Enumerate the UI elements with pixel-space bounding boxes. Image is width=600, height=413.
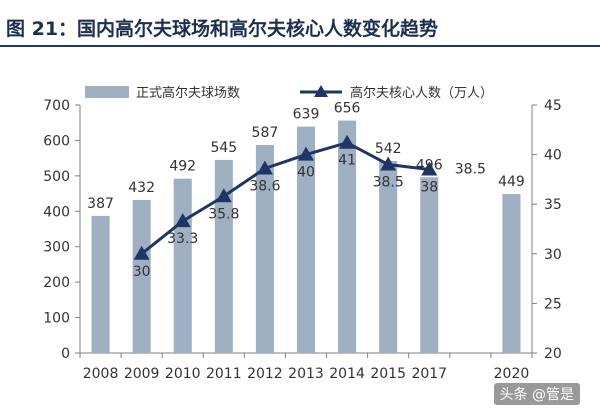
y-left-tick-label: 300	[43, 240, 70, 256]
x-tick-label: 2014	[329, 366, 365, 382]
y-right-tick-label: 40	[544, 148, 562, 164]
y-left-tick-label: 0	[61, 346, 70, 362]
bar	[296, 126, 316, 354]
line-marker	[421, 161, 438, 176]
line-marker	[380, 156, 397, 171]
bar	[173, 178, 192, 353]
x-tick-label: 2017	[411, 366, 447, 382]
legend-label-line: 高尔夫核心人数（万人）	[350, 85, 493, 101]
y-right-tick-label: 20	[544, 346, 562, 362]
watermark: 头条 @管是	[493, 383, 580, 405]
x-tick-label: 2013	[288, 366, 324, 382]
line-value-label: 38.5	[455, 161, 486, 177]
bar-value-label: 545	[210, 140, 237, 156]
bar	[91, 215, 110, 353]
bar-value-label: 656	[334, 101, 361, 117]
bar	[214, 159, 233, 353]
y-right-tick-label: 45	[544, 98, 562, 114]
bar-value-label: 387	[87, 196, 114, 212]
y-right-tick-label: 35	[544, 197, 562, 213]
bar	[132, 199, 151, 353]
bar	[502, 193, 521, 353]
bar	[338, 120, 357, 354]
x-tick-label: 2015	[370, 366, 406, 382]
title-rule	[0, 45, 600, 47]
legend-swatch-bar	[85, 86, 129, 98]
line-marker	[298, 146, 314, 161]
chart-axes: 0 100 200 300 400 500 600 700 20 25 30 35 40 45 2008 20…	[43, 98, 562, 382]
legend: 正式高尔夫球场数 高尔夫核心人数（万人）	[85, 85, 493, 101]
line-marker	[215, 188, 232, 203]
line-marker	[174, 213, 191, 228]
line-value-label: 40	[297, 165, 315, 181]
bar-value-label: 639	[293, 107, 320, 123]
line-value-label: 33.3	[167, 231, 198, 247]
bar-value-label: 542	[375, 141, 402, 157]
x-tick-label: 2010	[165, 366, 201, 382]
y-left-tick-label: 100	[43, 311, 70, 327]
legend-marker-line	[314, 85, 328, 97]
line-value-label: 41	[338, 153, 356, 169]
bar-value-label: 432	[128, 180, 155, 196]
data-labels: 387 432 492 545 587 639 656 542 496 449 30 33.3 35.8…	[87, 101, 525, 280]
bar-series	[91, 120, 521, 354]
line-marker	[339, 134, 356, 149]
y-left-tick-label: 600	[43, 133, 70, 149]
line-value-label: 38	[420, 179, 438, 195]
y-right-tick-label: 30	[544, 247, 562, 263]
y-left-tick-label: 700	[43, 98, 70, 114]
x-tick-label: 2012	[247, 366, 283, 382]
line-marker	[256, 160, 273, 175]
line-marker	[133, 245, 150, 260]
y-right-tick-label: 25	[544, 296, 562, 312]
x-tick-label: 2009	[124, 366, 160, 382]
line-series	[133, 134, 438, 260]
bar	[255, 145, 274, 353]
x-tick-label: 2008	[83, 366, 119, 382]
bar-value-label: 587	[252, 125, 279, 141]
x-tick-label: 2011	[206, 366, 242, 382]
line-value-label: 38.6	[249, 178, 280, 194]
bar	[379, 160, 398, 353]
bar	[420, 177, 439, 353]
page-title: 图 21：国内高尔夫球场和高尔夫核心人数变化趋势	[6, 18, 439, 40]
legend-label-bar: 正式高尔夫球场数	[136, 85, 240, 101]
bar-value-label: 496	[416, 157, 443, 173]
line-path	[140, 141, 430, 255]
bar-value-label: 492	[169, 159, 196, 175]
y-left-tick-label: 200	[43, 275, 70, 291]
line-value-label: 30	[133, 264, 151, 280]
y-left-tick-label: 400	[43, 204, 70, 220]
line-value-label: 35.8	[208, 206, 239, 222]
title-bar: 图 21：国内高尔夫球场和高尔夫核心人数变化趋势	[0, 0, 600, 50]
bar-value-label: 449	[498, 174, 525, 190]
y-left-tick-label: 500	[43, 169, 70, 185]
line-value-label: 38.5	[373, 175, 404, 191]
x-tick-label: 2020	[494, 366, 530, 382]
